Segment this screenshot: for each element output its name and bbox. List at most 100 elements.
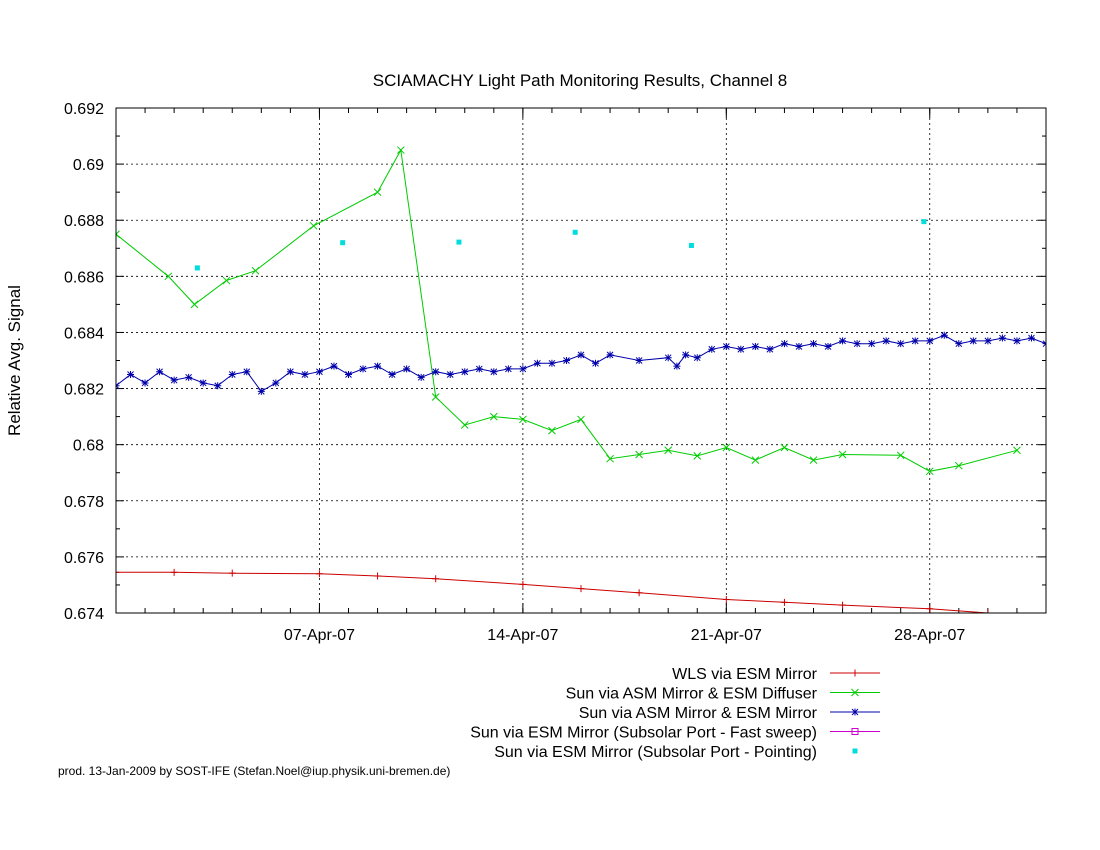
legend-label: Sun via ESM Mirror (Subsolar Port - Poin… bbox=[494, 744, 817, 761]
x-tick-label: 14-Apr-07 bbox=[487, 627, 558, 644]
series-3-point bbox=[664, 354, 672, 362]
series-5-point bbox=[572, 229, 578, 235]
series-3-point bbox=[795, 342, 803, 350]
series-1-line bbox=[116, 571, 988, 613]
y-tick-label: 0.68 bbox=[73, 438, 104, 455]
series-3-point bbox=[548, 359, 556, 367]
y-tick-label: 0.682 bbox=[64, 382, 104, 399]
series-3-point bbox=[504, 365, 512, 373]
series-5-point bbox=[340, 240, 346, 246]
legend-label: Sun via ASM Mirror & ESM Diffuser bbox=[566, 686, 818, 703]
x-tick-label: 07-Apr-07 bbox=[284, 627, 355, 644]
legend-marker bbox=[851, 708, 859, 716]
series-2-point bbox=[751, 456, 760, 464]
series-5-point bbox=[688, 242, 694, 248]
series-3-point bbox=[330, 362, 338, 370]
series-1-point bbox=[374, 572, 382, 580]
x-axis: 07-Apr-07 14-Apr-07 21-Apr-07 28-Apr-07 bbox=[115, 108, 1047, 644]
legend-label: Sun via ESM Mirror (Subsolar Port - Fast… bbox=[470, 725, 817, 742]
series-3-point bbox=[853, 340, 861, 348]
legend-item: Sun via ASM Mirror & ESM Diffuser bbox=[566, 686, 880, 703]
series-2-point bbox=[190, 300, 199, 309]
legend-marker bbox=[851, 688, 859, 697]
series-5-point bbox=[456, 239, 462, 245]
series-3-point bbox=[519, 365, 527, 373]
series-3-point bbox=[286, 368, 294, 376]
series-3-point bbox=[955, 340, 963, 348]
series-2-point bbox=[838, 450, 847, 459]
series-2-point bbox=[1013, 446, 1021, 455]
series-3-point bbox=[810, 340, 817, 348]
series-1-point bbox=[635, 589, 643, 597]
series-2-point bbox=[222, 276, 231, 285]
series-2-point bbox=[664, 446, 673, 455]
series-3-point bbox=[228, 371, 236, 379]
y-tick-label: 0.692 bbox=[64, 101, 104, 118]
series-3-point bbox=[984, 337, 992, 345]
series-2-point bbox=[373, 188, 382, 197]
y-axis-label: Relative Avg. Signal bbox=[5, 285, 24, 436]
series-3-point bbox=[722, 342, 730, 350]
series-2-point bbox=[606, 454, 614, 463]
series-3-point bbox=[257, 387, 265, 395]
series-3-point bbox=[432, 368, 440, 376]
series-3-point bbox=[315, 368, 323, 376]
y-tick-label: 0.688 bbox=[64, 213, 104, 230]
series-2-point bbox=[925, 467, 934, 476]
series-3-point bbox=[461, 368, 469, 376]
series-3-point bbox=[127, 371, 135, 379]
footer-credit: prod. 13-Jan-2009 by SOST-IFE (Stefan.No… bbox=[58, 764, 450, 778]
series-1-point bbox=[722, 596, 730, 604]
series-1-point bbox=[432, 575, 440, 583]
series-1-point bbox=[170, 568, 178, 576]
series-5-point bbox=[921, 219, 927, 225]
series-2-point bbox=[780, 443, 789, 452]
series-2-point bbox=[635, 450, 643, 459]
y-tick-label: 0.686 bbox=[64, 269, 104, 286]
series-3-point bbox=[1027, 334, 1035, 342]
series-3-point bbox=[926, 337, 934, 345]
legend: WLS via ESM Mirror Sun via ASM Mirror & E… bbox=[470, 666, 880, 761]
series-3-point bbox=[897, 340, 905, 348]
y-axis: 0.674 0.676 0.678 0.68 0.682 0.684 0.686 0.688 0… bbox=[64, 101, 1046, 623]
legend-item: Sun via ESM Mirror (Subsolar Port - Poin… bbox=[494, 744, 858, 761]
series-2-point bbox=[251, 266, 260, 275]
series-2-point bbox=[809, 456, 818, 464]
series-2-point bbox=[396, 146, 405, 154]
y-tick-label: 0.684 bbox=[64, 325, 104, 342]
series-3-point bbox=[301, 371, 309, 379]
series-3-point bbox=[635, 357, 643, 364]
series-3-point bbox=[969, 337, 977, 345]
series-3-point bbox=[868, 340, 876, 348]
series-2-point bbox=[431, 393, 440, 401]
legend-item: WLS via ESM Mirror bbox=[672, 666, 880, 683]
series-3-point bbox=[141, 379, 149, 387]
series-3-point bbox=[737, 345, 745, 353]
series-2-point bbox=[309, 221, 318, 230]
series-2-point bbox=[722, 443, 731, 452]
series-3 bbox=[116, 331, 1046, 395]
series-1-point bbox=[839, 601, 847, 609]
series-5-point bbox=[194, 265, 200, 271]
grid bbox=[116, 108, 1046, 613]
series-1-point bbox=[519, 580, 527, 588]
series-3-point bbox=[533, 359, 541, 367]
series-3-point bbox=[839, 337, 847, 345]
series-2-point bbox=[460, 421, 469, 429]
series-3-line bbox=[116, 334, 1046, 393]
series-3-point bbox=[766, 345, 774, 353]
series-layer bbox=[116, 146, 1046, 613]
series-2-point bbox=[577, 415, 585, 424]
legend-label: WLS via ESM Mirror bbox=[672, 666, 818, 683]
y-tick-label: 0.674 bbox=[64, 606, 104, 623]
series-3-point bbox=[824, 342, 832, 350]
series-2-point bbox=[519, 415, 527, 424]
series-3-point bbox=[417, 373, 425, 381]
x-tick-label: 21-Apr-07 bbox=[691, 627, 762, 644]
series-2-point bbox=[693, 452, 702, 460]
series-3-point bbox=[345, 371, 352, 379]
series-2 bbox=[116, 146, 1021, 476]
series-3-point bbox=[170, 376, 178, 384]
series-3-point bbox=[156, 368, 164, 376]
